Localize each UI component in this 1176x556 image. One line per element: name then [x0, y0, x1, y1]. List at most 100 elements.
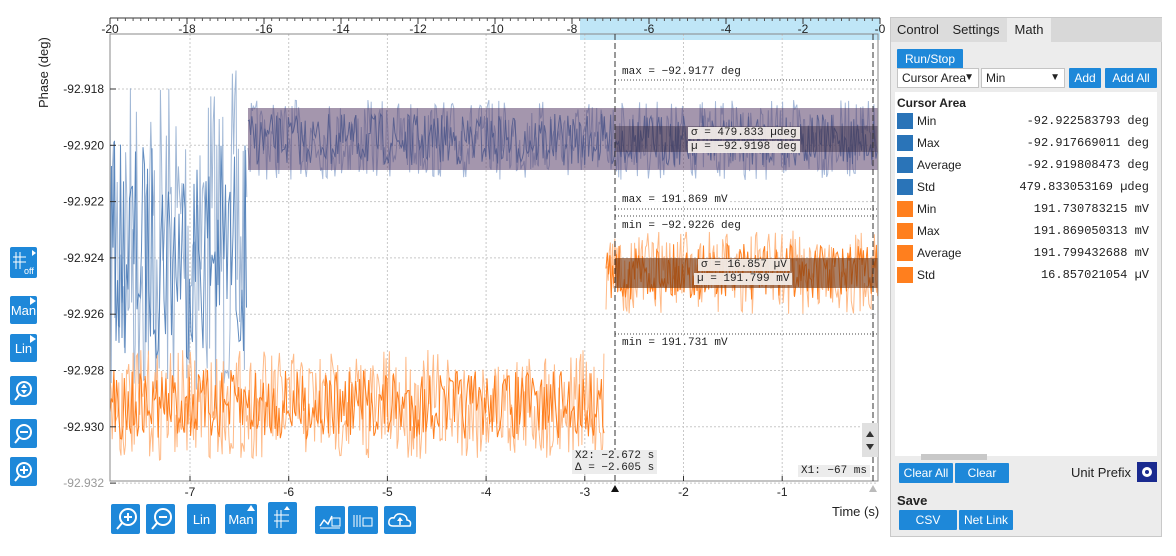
net-link-button[interactable]: Net Link: [959, 510, 1013, 530]
overview-tick-label: -0: [875, 22, 886, 36]
x-scale-mode-button[interactable]: Man: [225, 504, 257, 534]
math-function-select[interactable]: Min ▼: [981, 68, 1065, 88]
result-row[interactable]: Min 191.730783215 mV: [895, 199, 1157, 219]
result-value: 191.799432688 mV: [1033, 246, 1149, 260]
series1-trace-wide-core: [110, 140, 247, 361]
x-tick-label: -5: [382, 485, 393, 499]
x-axis-lin-button[interactable]: Lin: [187, 504, 216, 534]
snapshot-button[interactable]: [315, 506, 345, 534]
result-name: Min: [917, 202, 937, 216]
series1-stat-band: [248, 108, 878, 170]
result-row[interactable]: Std 479.833053169 µdeg: [895, 177, 1157, 197]
result-row[interactable]: Min -92.922583793 deg: [895, 111, 1157, 131]
cursor-area-select[interactable]: Cursor Area ▼: [897, 68, 979, 88]
horizontal-scrollbar[interactable]: [921, 454, 987, 460]
result-value: -92.919808473 deg: [1026, 158, 1149, 172]
cursor-x1-readout: X1: −67 ms: [798, 465, 871, 477]
series-color-swatch: [897, 267, 913, 283]
add-button[interactable]: Add: [1069, 68, 1101, 88]
x-grid-button[interactable]: [268, 502, 297, 534]
x-axis-lin-label: Lin: [192, 511, 211, 527]
zoom-in-icon: [13, 461, 32, 482]
tab-math[interactable]: Math: [1007, 18, 1052, 42]
result-name: Average: [917, 246, 962, 260]
zoom-out-x-button[interactable]: [146, 504, 175, 534]
grid-toggle-button[interactable]: off: [10, 247, 37, 278]
result-name: Std: [917, 268, 936, 282]
zoom-fit-y-button[interactable]: [10, 376, 37, 405]
overview-tick-label: -4: [721, 22, 732, 36]
cloud-upload-button[interactable]: [384, 506, 416, 534]
overview-tick-label: -8: [567, 22, 578, 36]
zoom-fit-icon: [13, 380, 32, 401]
series2-trace-core: [110, 369, 605, 440]
cursor-delta-value: Δ = −2.605 s: [575, 462, 655, 474]
zoom-in-y-button[interactable]: [10, 457, 37, 486]
csv-button[interactable]: CSV: [899, 510, 957, 530]
unit-prefix-label: Unit Prefix: [1071, 465, 1131, 480]
zoom-out-y-button[interactable]: [10, 419, 37, 448]
overview-axis[interactable]: -20 -18 -16 -14 -12 -10 -8 -6 -4 -2 -0: [101, 18, 886, 36]
result-row[interactable]: Max -92.917669011 deg: [895, 133, 1157, 153]
chevron-right-icon: [30, 297, 36, 305]
add-all-button[interactable]: Add All: [1105, 68, 1157, 88]
dropdown-arrow-icon: ▼: [1050, 72, 1060, 83]
save-grid-button[interactable]: [348, 506, 378, 534]
zoom-out-icon: [150, 508, 172, 530]
overview-tick-label: -20: [101, 22, 119, 36]
annotation-min-series2: min = 191.731 mV: [620, 337, 730, 349]
result-name: Average: [917, 158, 962, 172]
math-panel: Control Settings Math Run/Stop Cursor Ar…: [890, 17, 1162, 537]
y-axis-lin-button[interactable]: Lin: [10, 334, 37, 362]
result-name: Min: [917, 114, 937, 128]
y-tick-label: -92.926: [63, 307, 104, 321]
cursor-x2-value: X2: −2.672 s: [575, 450, 655, 462]
series-color-swatch: [897, 201, 913, 217]
result-value: -92.917669011 deg: [1026, 136, 1149, 150]
x-tick-label: -1: [777, 485, 788, 499]
chevron-right-icon: [30, 335, 36, 343]
tab-settings[interactable]: Settings: [945, 18, 1008, 42]
clear-button[interactable]: Clear: [955, 463, 1009, 483]
x-scale-mode-label: Man: [228, 511, 254, 527]
y-tick-label: -92.930: [63, 420, 104, 434]
scroll-up-icon[interactable]: [866, 431, 874, 437]
y-scale-mode-button[interactable]: Man: [10, 296, 37, 324]
zoom-in-x-button[interactable]: [111, 504, 140, 534]
overview-tick-label: -2: [798, 22, 809, 36]
cursor-area-select-value: Cursor Area: [902, 71, 967, 85]
overview-tick-label: -14: [332, 22, 350, 36]
annotation-max-series1: max = −92.9177 deg: [620, 66, 743, 78]
clear-all-button[interactable]: Clear All: [899, 463, 953, 483]
annotation-sigma-series2: σ = 16.857 µV: [698, 259, 790, 271]
cursor-x2-marker[interactable]: [611, 485, 619, 492]
unit-prefix-toggle[interactable]: [1137, 462, 1157, 482]
x-tick-label: -7: [185, 485, 196, 499]
y-scroll-control[interactable]: [862, 423, 878, 457]
annotation-mean-series1: µ = −92.9198 deg: [688, 141, 800, 153]
y-axis-lin-label: Lin: [14, 340, 33, 356]
result-name: Max: [917, 136, 940, 150]
scroll-down-icon[interactable]: [866, 444, 874, 450]
y-tick-label: -92.932: [63, 476, 104, 490]
result-row[interactable]: Max 191.869050313 mV: [895, 221, 1157, 241]
result-value: 479.833053169 µdeg: [1019, 180, 1149, 194]
tab-control[interactable]: Control: [891, 18, 946, 42]
series-color-swatch: [897, 135, 913, 151]
result-row[interactable]: Average 191.799432688 mV: [895, 243, 1157, 263]
result-row[interactable]: Std 16.857021054 µV: [895, 265, 1157, 285]
tab-strip-filler: [1051, 18, 1162, 42]
result-value: 191.730783215 mV: [1033, 202, 1149, 216]
cursor-x1-marker[interactable]: [869, 485, 877, 492]
cursor-x2-readout: X2: −2.672 s Δ = −2.605 s: [572, 450, 658, 474]
y-tick-label: -92.918: [63, 82, 104, 96]
result-row[interactable]: Average -92.919808473 deg: [895, 155, 1157, 175]
table-export-icon: [353, 515, 373, 527]
x-axis: -7 -6 -5 -4 -3 -2 -1: [185, 476, 788, 499]
run-stop-button[interactable]: Run/Stop: [897, 49, 963, 69]
y-axis-label: Phase (deg): [36, 37, 51, 108]
result-value: 191.869050313 mV: [1033, 224, 1149, 238]
grid-icon: off: [13, 250, 36, 276]
y-scale-mode-label: Man: [10, 302, 37, 318]
chevron-up-icon: [247, 505, 255, 511]
